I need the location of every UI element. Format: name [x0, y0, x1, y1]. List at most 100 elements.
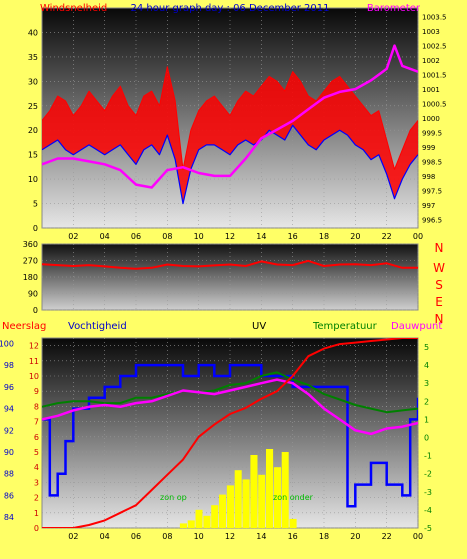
uv-bar — [242, 479, 250, 528]
temp-y-tick-2: 2 — [424, 397, 429, 406]
wind-gust-line — [42, 66, 418, 170]
baro-y-tick-1002.5: 1002.5 — [422, 43, 447, 51]
humidity-y-tick-94: 94 — [4, 405, 14, 414]
uv-bar — [234, 470, 242, 528]
rain-y-tick-4: 4 — [34, 463, 39, 472]
wind-x-tick-20: 20 — [350, 232, 360, 241]
series-lines — [42, 44, 418, 528]
dewpoint-line — [42, 378, 418, 436]
uv-bar — [273, 467, 281, 528]
baro-y-tick-1003.5: 1003.5 — [422, 14, 447, 22]
rain-line — [42, 338, 418, 528]
direction-letter-e: E — [435, 295, 443, 309]
uv-bar — [195, 509, 203, 528]
rain-y-tick-10: 10 — [29, 372, 39, 381]
dir-y-tick-180: 180 — [23, 273, 38, 282]
baro-y-tick-1001: 1001 — [422, 86, 440, 94]
temp-y-tick-4: 4 — [424, 361, 429, 370]
rain-y-tick-0: 0 — [34, 524, 39, 533]
rain-y-tick-6: 6 — [34, 433, 39, 442]
wind-y-tick-35: 35 — [28, 53, 38, 62]
uv-bar — [203, 515, 211, 528]
wind-y-tick-20: 20 — [28, 126, 38, 135]
header-left-label: Windsnelheid — [40, 3, 107, 14]
climate-x-tick-12: 12 — [225, 532, 235, 541]
climate-x-tick-22: 22 — [382, 532, 392, 541]
uv-bar — [211, 505, 219, 528]
wind-y-tick-25: 25 — [28, 102, 38, 111]
humidity-y-tick-88: 88 — [4, 470, 14, 479]
wind-x-tick-04: 04 — [100, 232, 110, 241]
dir-y-tick-270: 270 — [23, 257, 38, 266]
direction-letters: N W S E N — [433, 241, 445, 326]
rain-y-tick-2: 2 — [34, 494, 39, 503]
climate-x-tick-10: 10 — [194, 532, 204, 541]
wind-y-tick-5: 5 — [33, 200, 38, 209]
humidity-y-tick-84: 84 — [4, 513, 14, 522]
axis-tick-labels: 02 04 06 08 10 12 14 16 18 20 22 000510152025303540… — [0, 14, 447, 541]
rain-y-tick-5: 5 — [34, 448, 39, 457]
direction-letter-s: S — [435, 278, 443, 292]
rain-y-tick-11: 11 — [29, 357, 39, 366]
rain-y-tick-1: 1 — [34, 509, 39, 518]
temperature-label: Temperatuur — [312, 321, 378, 332]
humidity-label: Vochtigheid — [68, 321, 127, 332]
wind-x-tick-08: 08 — [162, 232, 172, 241]
direction-letter-n2: N — [435, 312, 444, 326]
temp-y-tick-1: 1 — [424, 415, 429, 424]
wind-x-tick-02: 02 — [68, 232, 78, 241]
humidity-y-tick-92: 92 — [4, 426, 14, 435]
direction-letter-w: W — [433, 261, 445, 275]
humidity-y-tick-100: 100 — [0, 339, 14, 348]
uv-bar — [258, 474, 266, 528]
wind-y-tick-40: 40 — [28, 28, 38, 37]
uv-bar — [179, 523, 187, 528]
baro-y-tick-999.5: 999.5 — [422, 129, 442, 137]
wind-average-line — [42, 124, 418, 205]
wind-y-tick-10: 10 — [28, 175, 38, 184]
rain-y-tick-12: 12 — [29, 342, 39, 351]
temp-y-tick-0: 0 — [424, 434, 429, 443]
climate-x-tick-18: 18 — [319, 532, 329, 541]
uv-bar — [219, 494, 226, 528]
baro-y-tick-996.5: 996.5 — [422, 216, 442, 224]
climate-x-tick-02: 02 — [68, 532, 78, 541]
sunrise-annotation: zon op — [160, 493, 187, 502]
baro-y-tick-998: 998 — [422, 173, 435, 181]
dir-y-tick-360: 360 — [23, 240, 38, 249]
wind-x-tick-12: 12 — [225, 232, 235, 241]
wind-x-tick-06: 06 — [131, 232, 141, 241]
temp-y-tick--1: -1 — [424, 452, 432, 461]
barometer-line — [42, 44, 418, 189]
dewpoint-label: Dauwpunt — [391, 321, 442, 332]
temp-y-tick-3: 3 — [424, 379, 429, 388]
rain-y-tick-3: 3 — [34, 478, 39, 487]
rain-y-tick-9: 9 — [34, 387, 39, 396]
baro-y-tick-1003: 1003 — [422, 28, 440, 36]
humidity-y-tick-98: 98 — [4, 361, 14, 370]
direction-letter-n1: N — [435, 241, 444, 255]
area-marks — [42, 66, 418, 528]
baro-y-tick-997.5: 997.5 — [422, 187, 442, 195]
uv-bar — [266, 449, 274, 528]
rain-y-tick-8: 8 — [34, 402, 39, 411]
wind-y-tick-30: 30 — [28, 77, 38, 86]
climate-x-tick-00: 00 — [413, 532, 423, 541]
uv-bar — [289, 518, 297, 528]
wind-x-tick-22: 22 — [382, 232, 392, 241]
humidity-y-tick-96: 96 — [4, 383, 14, 392]
climate-x-tick-06: 06 — [131, 532, 141, 541]
wind-x-tick-18: 18 — [319, 232, 329, 241]
uv-bar — [226, 485, 234, 528]
humidity-y-tick-90: 90 — [4, 448, 14, 457]
baro-y-tick-1001.5: 1001.5 — [422, 72, 447, 80]
baro-y-tick-998.5: 998.5 — [422, 158, 442, 166]
rain-y-tick-7: 7 — [34, 418, 39, 427]
uv-bar — [187, 520, 195, 528]
wind-y-tick-0: 0 — [33, 224, 38, 233]
wind-x-tick-14: 14 — [256, 232, 266, 241]
temp-y-tick--2: -2 — [424, 470, 432, 479]
baro-y-tick-1000.5: 1000.5 — [422, 101, 447, 109]
baro-y-tick-1002: 1002 — [422, 57, 440, 65]
